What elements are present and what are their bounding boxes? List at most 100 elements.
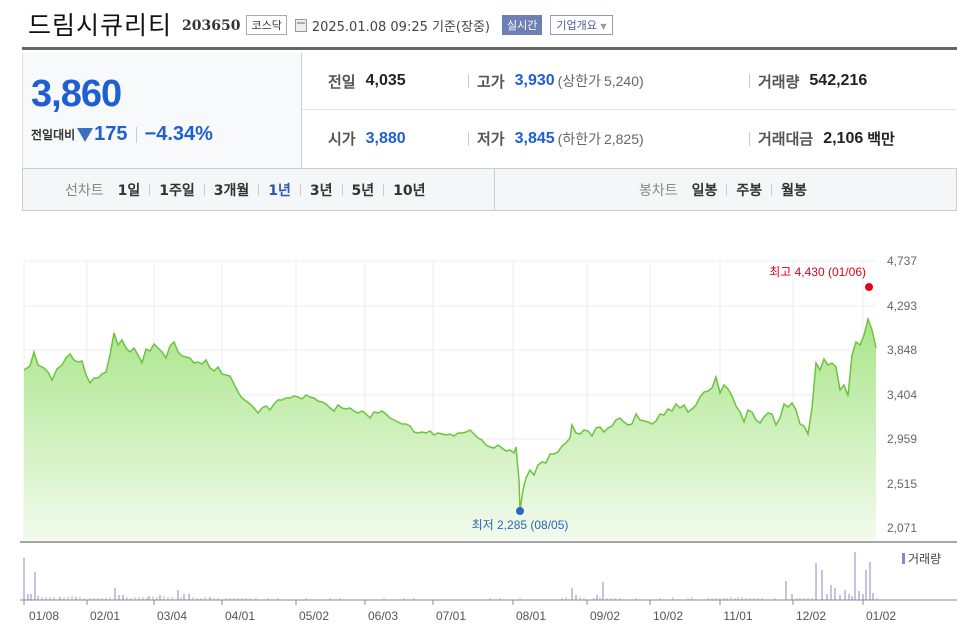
y-tick: 4,293 <box>887 299 917 313</box>
y-tick: 2,959 <box>887 432 917 446</box>
datetime: 2025.01.08 09:25 기준(장중) <box>311 19 490 35</box>
y-tick: 2,071 <box>887 521 917 535</box>
stat-value: 3,845 <box>514 129 555 147</box>
stat-label: 저가 <box>477 130 505 148</box>
candle-weekly[interactable]: 주봉 <box>736 182 763 199</box>
line-chart-title: 선차트 <box>65 182 104 199</box>
price-info-box: 3,860 전일대비 175 −4.34% 전일 4,035 고가 3,930 … <box>22 53 957 168</box>
divider <box>771 183 773 196</box>
low-annotation: 최저 2,285 (08/05) <box>472 518 569 532</box>
y-tick: 2,515 <box>887 477 917 491</box>
chevron-down-icon: ▼ <box>600 21 607 31</box>
x-tick: 02/01 <box>90 609 120 623</box>
stat-label: 거래량 <box>758 72 800 91</box>
period-1w[interactable]: 1주일 <box>159 182 195 199</box>
y-axis: 4,737 4,293 3,848 3,404 2,959 2,515 2,07… <box>887 254 917 535</box>
stat-value: 542,216 <box>809 72 868 89</box>
high-annotation: 최고 4,430 (01/06) <box>769 265 866 279</box>
price-chart-svg: 최고 4,430 (01/06) 최저 2,285 (08/05) 4,737 … <box>20 254 957 623</box>
period-1d[interactable]: 1일 <box>117 182 141 199</box>
stat-label: 거래대금 <box>758 130 814 148</box>
x-tick: 05/02 <box>299 609 329 623</box>
divider <box>258 183 260 196</box>
period-10y[interactable]: 10년 <box>393 182 426 199</box>
stat-label: 고가 <box>477 72 505 91</box>
line-chart-nav: 선차트 1일 1주일 3개월 1년 3년 5년 10년 <box>23 169 495 210</box>
x-tick: 04/01 <box>225 609 255 623</box>
stat-open: 시가 3,880 <box>328 128 406 149</box>
chart-period-bar: 선차트 1일 1주일 3개월 1년 3년 5년 10년 봉차트 일봉 주봉 월봉 <box>22 168 957 211</box>
y-tick: 4,737 <box>887 254 917 268</box>
stat-value: 4,035 <box>365 72 406 89</box>
x-tick: 12/02 <box>796 609 826 623</box>
change-label: 전일대비 <box>31 128 76 142</box>
stats-row-1: 전일 4,035 고가 3,930 (상한가 5,240) 거래량 542,21… <box>302 53 957 110</box>
stat-label: 시가 <box>328 130 356 148</box>
divider <box>203 183 205 196</box>
candle-chart-nav: 봉차트 일봉 주봉 월봉 <box>495 169 957 210</box>
stat-trade-amount: 거래대금 2,106 백만 <box>758 128 895 149</box>
change-value: 175 <box>94 123 128 145</box>
period-3y[interactable]: 3년 <box>309 182 333 199</box>
stat-value: 3,880 <box>365 129 406 147</box>
y-tick: 3,404 <box>887 388 917 402</box>
price-line <box>23 316 877 511</box>
volume-legend: 거래량 <box>908 552 941 566</box>
volume-legend-icon <box>902 553 905 564</box>
stock-code: 203650 <box>182 17 241 34</box>
market-badge: 코스닥 <box>246 14 287 35</box>
x-tick: 07/01 <box>436 609 466 623</box>
divider <box>341 183 343 196</box>
x-axis: 01/08 02/01 03/04 04/01 05/02 06/03 07/0… <box>29 609 896 623</box>
candle-daily[interactable]: 일봉 <box>691 182 718 199</box>
upper-limit-label: (상한가 <box>557 73 601 89</box>
stat-label: 전일 <box>328 72 356 91</box>
lower-limit-value: 2,825) <box>603 130 644 147</box>
stat-prev-close: 전일 4,035 <box>328 71 406 92</box>
divider <box>383 183 385 196</box>
change-percent: −4.34% <box>144 123 213 145</box>
divider <box>149 183 151 196</box>
calendar-icon <box>294 19 307 32</box>
x-tick: 09/02 <box>590 609 620 623</box>
period-5y[interactable]: 5년 <box>351 182 375 199</box>
period-1y[interactable]: 1년 <box>268 182 291 199</box>
divider <box>135 126 137 143</box>
upper-limit-value: 5,240) <box>603 73 644 89</box>
divider <box>726 183 728 196</box>
volume-bars <box>23 552 874 600</box>
divider <box>749 74 750 88</box>
change-row: 전일대비 175 −4.34% <box>31 123 213 146</box>
current-price-panel: 3,860 전일대비 175 −4.34% <box>22 53 302 168</box>
lower-limit-label: (하한가 <box>557 130 601 147</box>
x-tick: 06/03 <box>368 609 398 623</box>
current-price: 3,860 <box>31 73 122 115</box>
high-marker[interactable] <box>865 283 873 291</box>
x-tick: 01/08 <box>29 609 59 623</box>
x-tick: 11/01 <box>723 609 752 623</box>
stat-low: 저가 3,845 (하한가 2,825) <box>477 128 644 149</box>
stats-row-2: 시가 3,880 저가 3,845 (하한가 2,825) 거래대금 2,106… <box>302 110 957 167</box>
stat-volume: 거래량 542,216 <box>758 71 867 92</box>
stat-high: 고가 3,930 (상한가 5,240) <box>477 71 644 92</box>
x-tick: 03/04 <box>157 609 187 623</box>
y-tick: 3,848 <box>887 343 917 357</box>
realtime-button[interactable]: 실시간 <box>502 14 543 35</box>
period-3m[interactable]: 3개월 <box>213 182 250 199</box>
stat-value: 2,106 <box>823 129 864 147</box>
divider <box>468 131 469 146</box>
company-name: 드림시큐리티 <box>28 10 173 40</box>
x-tick-marks <box>23 600 864 605</box>
down-arrow-icon <box>77 127 94 142</box>
low-marker[interactable] <box>516 507 524 515</box>
company-info-label: 기업개요 <box>556 18 597 32</box>
candle-chart-title: 봉차트 <box>639 182 678 199</box>
x-tick: 10/02 <box>653 609 683 623</box>
company-info-dropdown[interactable]: 기업개요 ▼ <box>550 14 613 35</box>
candle-monthly[interactable]: 월봉 <box>781 182 807 199</box>
price-chart[interactable]: 최고 4,430 (01/06) 최저 2,285 (08/05) 4,737 … <box>0 211 957 632</box>
stat-value: 3,930 <box>514 72 555 89</box>
price-area <box>24 319 876 540</box>
divider <box>749 131 750 146</box>
volume-bars-small <box>41 596 878 600</box>
